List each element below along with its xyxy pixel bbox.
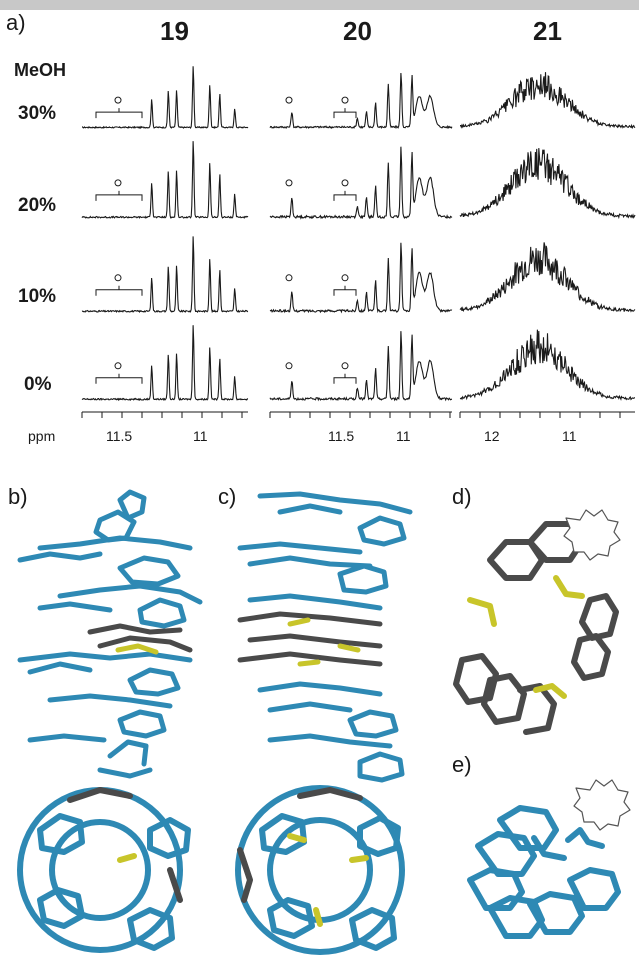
tick-20-11: 11: [396, 428, 411, 444]
panel-d-label: d): [452, 484, 472, 509]
ppm-label: ppm: [28, 428, 56, 444]
peak-marker-circle: [285, 362, 293, 370]
nmr-spectra: [81, 66, 636, 418]
peak-marker-circle: [285, 96, 293, 104]
peak-marker-circle: [285, 179, 293, 187]
helix-b-side-view: [17, 489, 203, 779]
panel-c-label: c): [218, 484, 237, 509]
spectrum-trace: [81, 141, 249, 219]
spectrum-trace: [459, 329, 635, 401]
spectrum-trace: [81, 325, 249, 402]
concentration-30: 30%: [18, 103, 57, 124]
ppm-axis: [81, 411, 248, 418]
spectrum-trace: [269, 146, 453, 220]
peak-marker-circle: [114, 96, 122, 104]
tick-19-11-5: 11.5: [106, 428, 133, 444]
core-d-top-view: [453, 509, 621, 735]
spectrum-trace: [460, 72, 636, 130]
top-rule: [0, 0, 639, 10]
peak-marker-circle: [341, 179, 349, 187]
peak-marker-circle: [341, 362, 349, 370]
peak-marker-circle: [114, 274, 122, 282]
concentration-20: 20%: [18, 195, 57, 216]
peak-marker-circle: [114, 179, 122, 187]
macrocycle-outline-icon: [573, 779, 631, 831]
compound-19-label: 19: [160, 16, 189, 46]
tick-19-11: 11: [193, 428, 208, 444]
helix-b-top-view: [17, 787, 191, 953]
concentration-0: 0%: [24, 374, 52, 395]
spectrum-trace: [269, 242, 453, 314]
concentration-10: 10%: [18, 286, 57, 307]
spectrum-trace: [269, 72, 453, 130]
panel-e-label: e): [452, 752, 472, 777]
solvent-label: MeOH: [14, 60, 67, 80]
ppm-axis: [269, 411, 452, 418]
spectrum-trace: [459, 148, 636, 220]
compound-20-label: 20: [343, 16, 372, 46]
peak-bracket: [333, 285, 357, 296]
peak-bracket: [95, 190, 143, 201]
tick-21-12: 12: [484, 428, 500, 444]
peak-bracket: [95, 373, 143, 384]
peak-marker-circle: [285, 274, 293, 282]
compound-21-label: 21: [533, 16, 562, 46]
panel-a-label: a): [6, 10, 26, 35]
tick-21-11: 11: [562, 428, 577, 444]
spectrum-trace: [269, 331, 453, 402]
peak-marker-circle: [341, 274, 349, 282]
helix-c-top-view: [235, 785, 405, 955]
macrocycle-outline-icon: [563, 509, 621, 561]
peak-bracket: [95, 285, 143, 296]
peak-bracket: [333, 190, 357, 201]
helix-e-top-view: [467, 779, 631, 939]
panel-b-label: b): [8, 484, 28, 509]
spectrum-trace: [81, 236, 249, 314]
spectrum-trace: [82, 66, 249, 130]
peak-marker-circle: [114, 362, 122, 370]
peak-bracket: [333, 373, 357, 384]
peak-marker-circle: [341, 96, 349, 104]
helix-c-side-view: [237, 491, 413, 783]
peak-bracket: [333, 108, 357, 119]
peak-bracket: [95, 108, 143, 119]
tick-20-11-5: 11.5: [328, 428, 355, 444]
spectrum-trace: [459, 242, 636, 313]
ppm-axis: [459, 411, 635, 418]
